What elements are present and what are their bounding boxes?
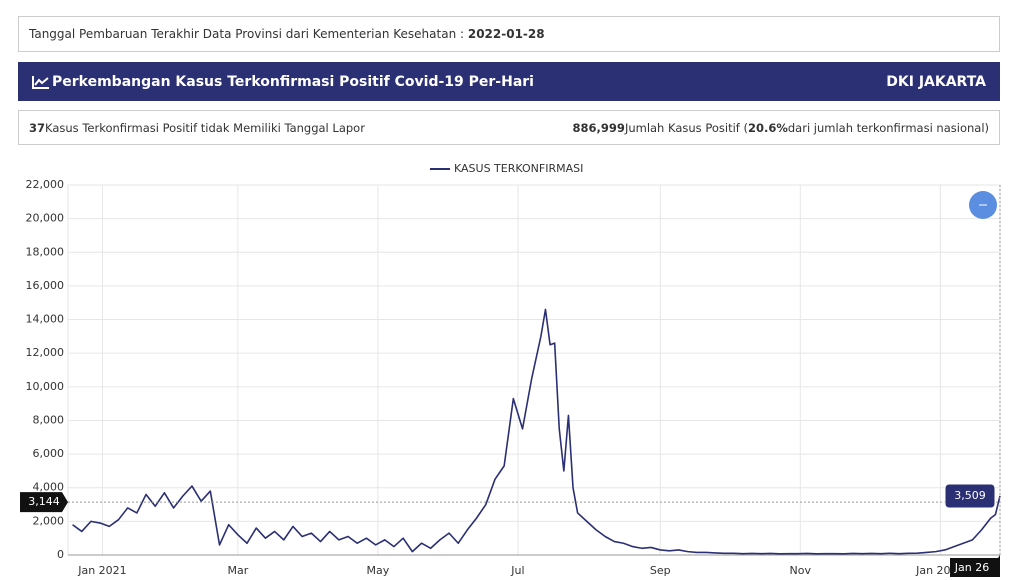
legend-label: KASUS TERKONFIRMASI xyxy=(454,162,583,175)
y-tick-label: 6,000 xyxy=(33,447,65,460)
x-tick-label: Sep xyxy=(650,564,671,577)
y-tick-label: 8,000 xyxy=(33,413,65,426)
info-bar: 37Kasus Terkonfirmasi Positif tidak Memi… xyxy=(18,110,1000,145)
y-tick-label: 12,000 xyxy=(26,346,65,359)
y-crosshair-box xyxy=(20,492,68,513)
y-tick-label: 10,000 xyxy=(26,380,65,393)
chart: 0 2,000 4,000 6,000 8,000 10,000 12,000 14,000 1… xyxy=(20,162,1001,577)
y-tick-label: 18,000 xyxy=(26,245,65,258)
region: DKI JAKARTA xyxy=(886,73,986,90)
y-tick-label: 22,000 xyxy=(26,178,65,191)
share: 20.6% xyxy=(747,120,788,135)
x-tick-label: Jul xyxy=(510,564,524,577)
x-tick-label: May xyxy=(367,564,390,577)
no-date-count: 37 xyxy=(29,120,46,135)
panel-title: Perkembangan Kasus Terkonfirmasi Positif… xyxy=(52,73,534,90)
no-date-info: 37Kasus Terkonfirmasi Positif tidak Memi… xyxy=(29,121,365,135)
total-text: Jumlah Kasus Positif ( xyxy=(624,120,748,135)
no-date-text: Kasus Terkonfirmasi Positif tidak Memili… xyxy=(45,120,365,135)
total-info: 886,999Jumlah Kasus Positif (20.6%dari j… xyxy=(573,121,989,135)
y-tick-label: 20,000 xyxy=(26,212,65,225)
x-tick-label: Mar xyxy=(227,564,248,577)
x-tick-label: Nov xyxy=(790,564,812,577)
x-tick-label: Jan 2021 xyxy=(77,564,126,577)
y-tick-label: 2,000 xyxy=(33,514,65,527)
panel-title-wrap: Perkembangan Kasus Terkonfirmasi Positif… xyxy=(32,74,534,90)
panel-header: Perkembangan Kasus Terkonfirmasi Positif… xyxy=(18,62,1000,101)
y-tick-label: 14,000 xyxy=(26,313,65,326)
x-crosshair-box xyxy=(950,555,1000,577)
total: 886,999 xyxy=(572,120,625,135)
data-line xyxy=(72,308,1001,555)
update-bar: Tanggal Pembaruan Terakhir Data Provinsi… xyxy=(18,16,1000,52)
y-tick-label: 0 xyxy=(57,548,64,561)
y-tick-label: 4,000 xyxy=(33,481,65,494)
update-date: 2022-01-28 xyxy=(467,27,545,41)
y-crosshair-label: 3,144 xyxy=(28,495,60,508)
point-label: 3,509 xyxy=(954,489,986,502)
share-text: dari jumlah terkonfirmasi nasional) xyxy=(787,120,989,135)
x-crosshair-label: Jan 26 xyxy=(954,561,989,574)
point-label-box xyxy=(944,483,996,509)
y-tick-label: 16,000 xyxy=(26,279,65,292)
chart-icon xyxy=(32,75,49,89)
update-text: Tanggal Pembaruan Terakhir Data Provinsi… xyxy=(29,27,468,41)
